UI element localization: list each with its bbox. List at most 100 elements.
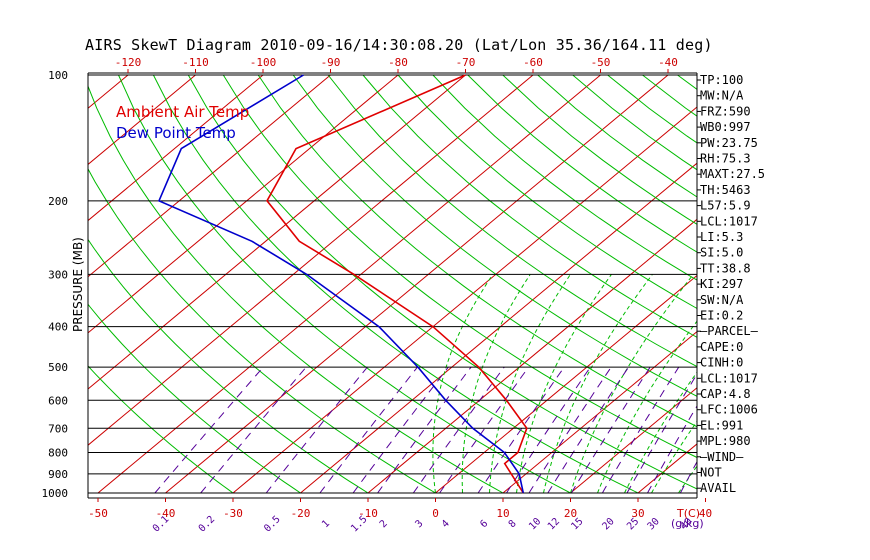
isotherm-line xyxy=(300,162,697,494)
mixing-ratio-label: 2 xyxy=(378,518,390,530)
dry-adiabat-line xyxy=(222,74,697,459)
isotherm-line xyxy=(88,74,196,166)
stat-item: NOT xyxy=(700,466,722,480)
mixing-ratio-line xyxy=(626,373,697,494)
mixing-ratio-line xyxy=(352,366,449,494)
moist-adiabat-line xyxy=(489,274,571,494)
pressure-tick-label: 1000 xyxy=(42,487,69,500)
isotherm-line xyxy=(841,75,870,493)
bottom-temp-label: 10 xyxy=(496,507,509,520)
mixing-ratio-unit-label: (g/kg) xyxy=(671,517,704,530)
bottom-temp-label: -50 xyxy=(88,507,108,520)
isotherm-line xyxy=(435,274,697,494)
mixing-ratio-line xyxy=(477,366,565,494)
pressure-tick-label: 300 xyxy=(48,268,68,281)
stat-item: FRZ:590 xyxy=(700,104,751,118)
dewpoint-temp-line xyxy=(157,74,525,494)
stat-item: RH:75.3 xyxy=(700,152,751,166)
pressure-tick-label: 200 xyxy=(48,195,68,208)
bottom-temp-label: -40 xyxy=(156,507,176,520)
bottom-temp-label: -20 xyxy=(291,507,311,520)
mixing-ratio-label: 8 xyxy=(507,518,519,530)
pressure-tick-label: 900 xyxy=(48,468,68,481)
stat-item: CAPE:0 xyxy=(700,340,743,354)
pressure-tick-label: 100 xyxy=(48,69,68,82)
top-temp-label: -110 xyxy=(182,56,209,69)
mixing-ratio-line xyxy=(265,366,368,494)
dry-adiabat-line xyxy=(432,74,697,281)
mixing-ratio-line xyxy=(528,366,612,494)
mixing-ratio-line xyxy=(570,366,651,494)
mixing-ratio-line xyxy=(377,366,472,494)
mixing-ratio-line xyxy=(439,366,530,494)
stat-item: MAXT:27.5 xyxy=(700,167,765,181)
moist-adiabat-line xyxy=(461,274,531,494)
mixing-ratio-line xyxy=(647,404,697,494)
isotherm-line xyxy=(88,74,399,334)
mixing-ratio-label: 10 xyxy=(527,516,543,532)
stat-item: SW:N/A xyxy=(700,293,744,307)
top-temp-label: -90 xyxy=(321,56,341,69)
legend-dewpoint: Dew Point Temp xyxy=(116,124,236,142)
mixing-ratio-line xyxy=(200,366,307,494)
dry-adiabat-line xyxy=(362,74,697,338)
stat-item: LFC:1006 xyxy=(700,403,758,417)
stat-item: MW:N/A xyxy=(700,89,744,103)
stat-item: CAP:4.8 xyxy=(700,387,751,401)
mixing-ratio-label: 3 xyxy=(414,518,426,530)
y-axis-label: PRESSURE (MB) xyxy=(71,237,85,332)
isotherm-line xyxy=(88,74,264,222)
isotherm-line xyxy=(232,106,697,494)
isotherm-line xyxy=(367,218,697,494)
mixing-ratio-label: 0.5 xyxy=(262,514,283,535)
isotherm-line xyxy=(88,74,534,446)
bottom-temp-label: -10 xyxy=(358,507,378,520)
dry-adiabat-line xyxy=(88,365,234,494)
moist-adiabat-line xyxy=(570,274,694,494)
isotherm-line xyxy=(502,330,697,494)
top-temp-label: -120 xyxy=(115,56,142,69)
dry-adiabat-line xyxy=(187,74,697,490)
mixing-ratio-line xyxy=(412,366,505,494)
mixing-ratio-line xyxy=(679,460,697,494)
mixing-ratio-label: 1 xyxy=(320,518,332,530)
isotherm-line xyxy=(773,75,870,493)
dry-adiabat-line xyxy=(88,84,504,494)
mixing-ratio-label: 4 xyxy=(440,518,452,530)
bottom-temp-label: 30 xyxy=(631,507,644,520)
moist-adiabat-line xyxy=(516,274,612,494)
mixing-ratio-label: 20 xyxy=(600,516,616,532)
mixing-ratio-label: 12 xyxy=(546,516,562,532)
mixing-ratio-line xyxy=(506,366,591,494)
stat-item: —PARCEL— xyxy=(700,324,759,338)
stat-item: TP:100 xyxy=(700,73,743,87)
pressure-tick-label: 400 xyxy=(48,321,68,334)
stat-item: SI:5.0 xyxy=(700,246,743,260)
stat-item: MPL:980 xyxy=(700,434,751,448)
mixing-ratio-label: 6 xyxy=(478,518,490,530)
stat-item: LCL:1017 xyxy=(700,214,758,228)
stat-item: KI:297 xyxy=(700,277,743,291)
stat-item: CINH:0 xyxy=(700,356,743,370)
top-temp-label: -70 xyxy=(456,56,476,69)
top-temp-label: -60 xyxy=(523,56,543,69)
top-temp-label: -100 xyxy=(250,56,277,69)
top-temp-label: -40 xyxy=(658,56,678,69)
mixing-ratio-line xyxy=(154,366,264,494)
moist-adiabat-line xyxy=(543,274,653,494)
dry-adiabat-line xyxy=(467,74,697,253)
bottom-temp-label: 40 xyxy=(699,507,712,520)
mixing-ratio-line xyxy=(319,366,418,494)
stat-item: EL:991 xyxy=(700,418,743,432)
dry-adiabat-line xyxy=(88,238,369,494)
isotherm-line xyxy=(88,74,331,278)
legend-ambient: Ambient Air Temp xyxy=(116,103,249,121)
stat-item: LCL:1017 xyxy=(700,371,758,385)
mixing-ratio-line xyxy=(547,366,629,494)
dry-adiabat-line xyxy=(88,303,301,494)
top-temp-label: -50 xyxy=(591,56,611,69)
stat-item: TT:38.8 xyxy=(700,261,751,275)
stat-item: AVAIL xyxy=(700,481,736,495)
stat-item: PW:23.75 xyxy=(700,136,758,150)
